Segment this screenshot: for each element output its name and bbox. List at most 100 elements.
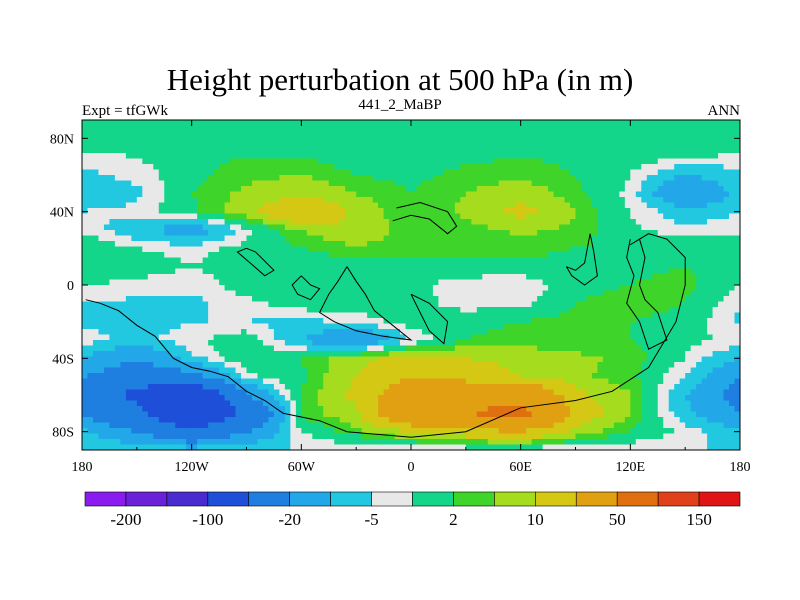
contour-cell [646, 224, 653, 231]
contour-cell [213, 296, 220, 303]
contour-cell [224, 208, 231, 215]
contour-cell [619, 285, 626, 292]
contour-cell [169, 219, 176, 226]
contour-cell [301, 252, 308, 259]
contour-cell [504, 312, 511, 319]
contour-cell [306, 219, 313, 226]
contour-cell [350, 142, 357, 149]
contour-cell [443, 186, 450, 193]
contour-cell [443, 191, 450, 198]
contour-cell [729, 197, 736, 204]
contour-cell [729, 307, 736, 314]
contour-cell [449, 180, 456, 187]
contour-cell [186, 131, 193, 138]
contour-cell [624, 230, 631, 237]
contour-cell [575, 131, 582, 138]
contour-cell [674, 334, 681, 341]
contour-cell [389, 153, 396, 160]
contour-cell [279, 340, 286, 347]
contour-cell [597, 296, 604, 303]
contour-cell [186, 246, 193, 253]
contour-cell [537, 208, 544, 215]
contour-cell [279, 153, 286, 160]
contour-cell [339, 323, 346, 330]
contour-cell [312, 153, 319, 160]
contour-cell [153, 252, 160, 259]
contour-cell [345, 164, 352, 171]
contour-cell [734, 186, 740, 193]
contour-cell [213, 252, 220, 259]
contour-cell [290, 318, 297, 325]
contour-cell [378, 252, 385, 259]
contour-cell [92, 235, 100, 242]
contour-cell [690, 318, 697, 325]
contour-cell [235, 296, 242, 303]
contour-cell [493, 274, 500, 281]
contour-cell [131, 241, 138, 248]
contour-cell [515, 334, 522, 341]
contour-cell [109, 180, 116, 187]
contour-cell [268, 279, 275, 286]
contour-cell [164, 186, 171, 193]
contour-cell [668, 296, 675, 303]
contour-cell [301, 153, 308, 160]
contour-cell [520, 191, 527, 198]
contour-cell [120, 147, 127, 154]
contour-cell [504, 307, 511, 314]
contour-cell [153, 230, 160, 237]
contour-cell [317, 323, 324, 330]
contour-cell [537, 153, 544, 160]
contour-cell [712, 301, 719, 308]
contour-cell [361, 318, 368, 325]
contour-cell [624, 241, 631, 248]
contour-cell [646, 285, 653, 292]
contour-cell [471, 197, 478, 204]
contour-cell [597, 202, 604, 209]
contour-cell [383, 334, 390, 341]
contour-cell [559, 263, 566, 270]
contour-cell [597, 268, 604, 275]
contour-cell [208, 169, 215, 176]
contour-cell [251, 307, 259, 314]
contour-cell [471, 169, 478, 176]
contour-cell [564, 147, 571, 154]
contour-cell [109, 191, 116, 198]
contour-cell [241, 345, 248, 352]
contour-cell [367, 257, 374, 264]
contour-cell [542, 180, 549, 187]
contour-cell [350, 252, 357, 259]
contour-cell [334, 301, 341, 308]
contour-cell [411, 334, 418, 341]
contour-cell [668, 301, 675, 308]
contour-cell [613, 241, 620, 248]
contour-cell [389, 296, 396, 303]
contour-cell [608, 290, 615, 297]
contour-cell [230, 312, 237, 319]
contour-cell [471, 296, 478, 303]
contour-cell [367, 340, 374, 347]
contour-cell [570, 197, 577, 204]
contour-cell [624, 180, 631, 187]
contour-cell [142, 208, 149, 215]
contour-cell [114, 323, 121, 330]
contour-cell [361, 246, 368, 253]
contour-cell [394, 197, 401, 204]
contour-cell [92, 312, 100, 319]
contour-cell [465, 263, 472, 270]
contour-cell [580, 301, 588, 308]
contour-cell [646, 120, 653, 127]
contour-cell [608, 142, 615, 149]
contour-cell [114, 340, 121, 347]
contour-cell [487, 164, 494, 171]
contour-cell [268, 153, 275, 160]
contour-cell [449, 290, 456, 297]
contour-cell [405, 153, 412, 160]
contour-cell [405, 290, 412, 297]
contour-cell [290, 125, 297, 132]
contour-cell [180, 301, 187, 308]
contour-cell [504, 147, 511, 154]
contour-cell [723, 329, 730, 336]
contour-cell [147, 136, 154, 143]
contour-cell [652, 241, 659, 248]
contour-cell [531, 323, 538, 330]
